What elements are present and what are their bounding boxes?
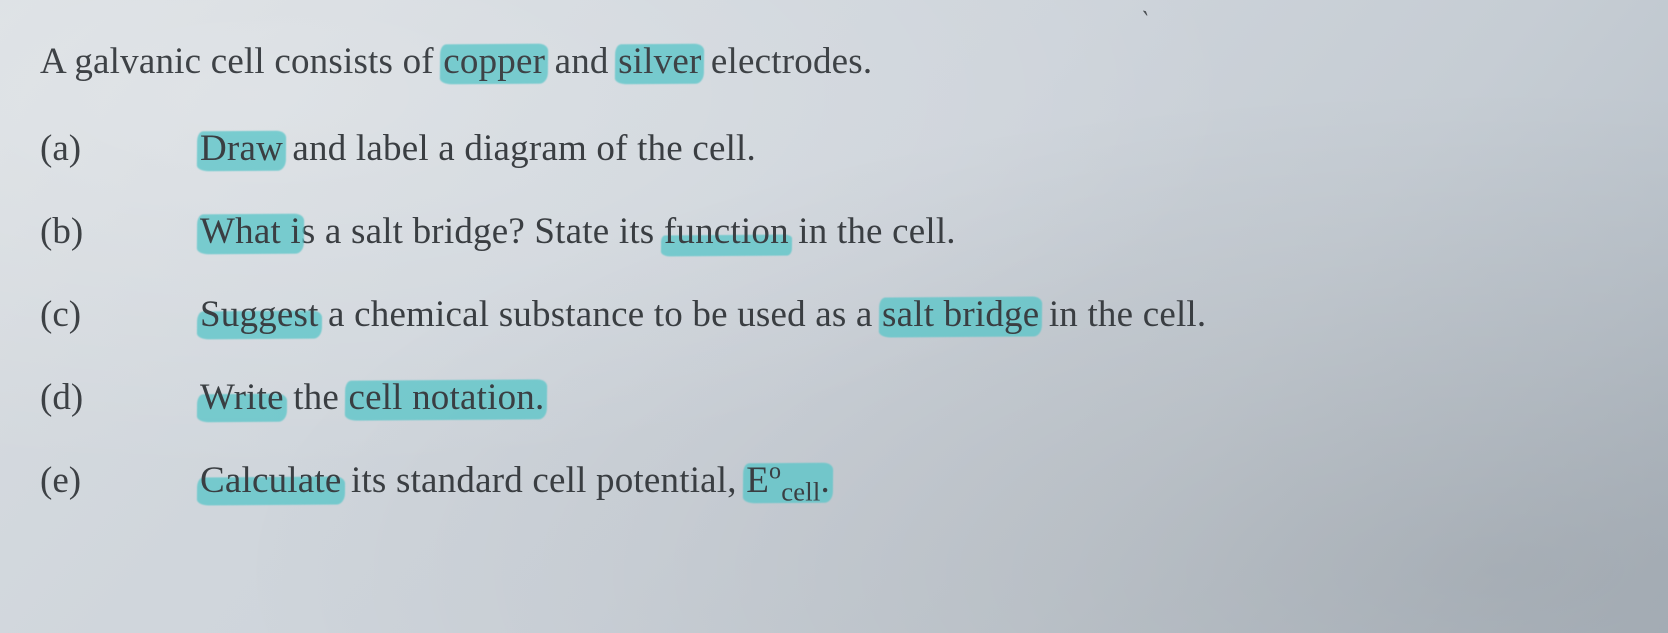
highlight-segment: cell notation. bbox=[348, 376, 544, 419]
item-label: (b) bbox=[40, 210, 200, 253]
text-segment: and label a diagram of the cell. bbox=[283, 128, 756, 169]
text-segment: in the cell. bbox=[1039, 294, 1206, 335]
item-label: (d) bbox=[40, 376, 200, 419]
text-segment: a chemical substance to be used as a bbox=[319, 294, 882, 335]
highlight-segment: function bbox=[664, 210, 789, 253]
question-list: (a)Draw and label a diagram of the cell.… bbox=[40, 127, 1638, 502]
highlight-segment: Eocell. bbox=[746, 459, 830, 502]
highlight-segment: salt bridge bbox=[882, 293, 1039, 336]
item-label: (a) bbox=[40, 127, 200, 170]
question-item: (a)Draw and label a diagram of the cell. bbox=[40, 127, 1638, 170]
highlight-copper: copper bbox=[443, 40, 545, 83]
highlight-segment: What i bbox=[200, 210, 301, 253]
question-item: (d)Write the cell notation. bbox=[40, 376, 1638, 419]
text-segment: its standard cell potential, bbox=[342, 460, 747, 501]
item-content: Write the cell notation. bbox=[200, 376, 544, 419]
highlight-segment: Write bbox=[200, 376, 284, 419]
highlight-segment: Suggest bbox=[200, 293, 319, 336]
item-content: Calculate its standard cell potential, E… bbox=[200, 459, 830, 502]
intro-text-1: A galvanic cell consists of bbox=[40, 41, 443, 82]
text-segment: the bbox=[284, 377, 349, 418]
question-item: (b)What is a salt bridge? State its func… bbox=[40, 210, 1638, 253]
highlight-silver: silver bbox=[618, 40, 701, 83]
item-label: (e) bbox=[40, 459, 200, 502]
text-segment: in the cell. bbox=[789, 211, 956, 252]
item-content: Suggest a chemical substance to be used … bbox=[200, 293, 1206, 336]
item-content: What is a salt bridge? State its functio… bbox=[200, 210, 956, 253]
intro-text-2: and bbox=[545, 41, 618, 82]
question-item: (c)Suggest a chemical substance to be us… bbox=[40, 293, 1638, 336]
item-content: Draw and label a diagram of the cell. bbox=[200, 127, 756, 170]
text-segment: s a salt bridge? State its bbox=[301, 211, 664, 252]
stray-mark: ` bbox=[1136, 5, 1152, 36]
intro-text-3: electrodes. bbox=[701, 41, 872, 82]
item-label: (c) bbox=[40, 293, 200, 336]
question-item: (e)Calculate its standard cell potential… bbox=[40, 459, 1638, 502]
intro-line: A galvanic cell consists of copper and s… bbox=[40, 40, 1638, 83]
highlight-segment: Calculate bbox=[200, 459, 342, 502]
document-page: ` A galvanic cell consists of copper and… bbox=[0, 0, 1668, 633]
highlight-segment: Draw bbox=[200, 127, 283, 170]
